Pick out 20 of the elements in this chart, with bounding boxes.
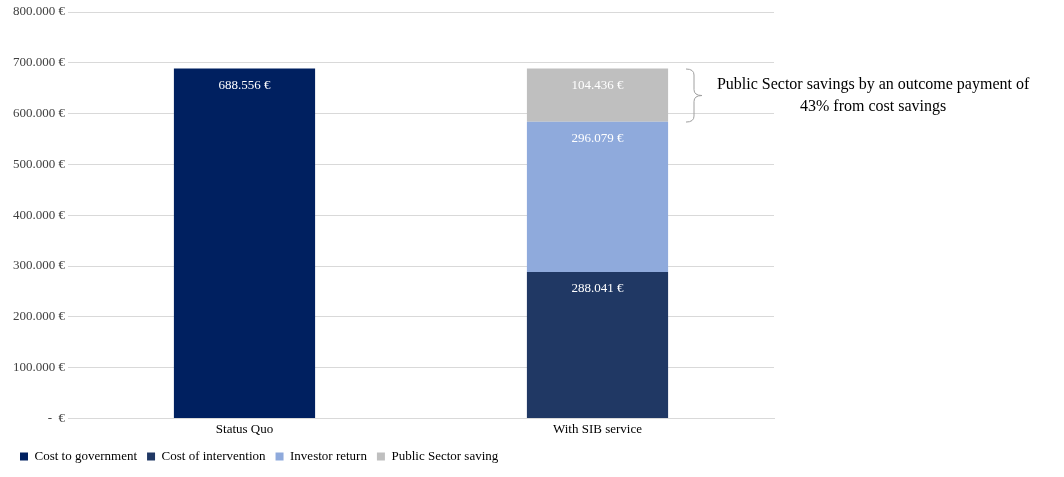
- x-tick-label: With SIB service: [552, 420, 643, 436]
- data-label: 688.556 €: [218, 77, 271, 93]
- x-tick-label: Status Quo: [215, 420, 274, 436]
- y-tick-label: 100.000 €: [13, 359, 66, 375]
- y-tick-label: 500.000 €: [13, 155, 66, 171]
- data-label: 104.436 €: [571, 77, 624, 93]
- y-tick-label: 600.000 €: [13, 105, 66, 121]
- y-tick-label: 800.000 €: [13, 3, 66, 19]
- legend-label: Cost to government: [34, 447, 138, 463]
- y-tick-label: 400.000 €: [13, 206, 66, 222]
- data-label: 296.079 €: [571, 130, 624, 146]
- legend-label: Public Sector saving: [391, 447, 499, 463]
- data-label: 288.041 €: [571, 280, 624, 296]
- legend-label: Cost of intervention: [161, 447, 267, 463]
- y-tick-label: 200.000 €: [13, 308, 66, 324]
- y-tick-label: - €: [47, 409, 66, 425]
- y-tick-label: 700.000 €: [13, 54, 66, 70]
- legend-label: Investor return: [290, 447, 368, 463]
- annotation: Public Sector savings by an outcome payment of 43% from cost savings: [715, 74, 1031, 117]
- y-tick-label: 300.000 €: [13, 257, 66, 273]
